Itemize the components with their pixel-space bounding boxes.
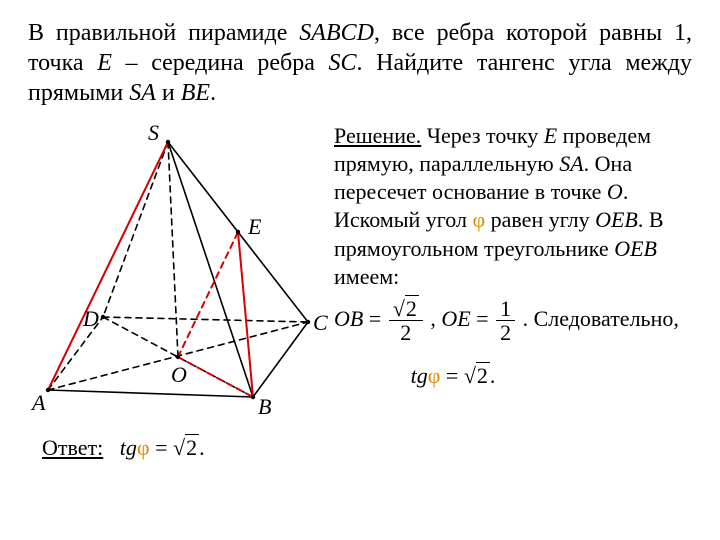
svg-text:C: C [313, 310, 328, 335]
problem-statement: В правильной пирамиде SABCD, все ребра к… [28, 18, 692, 108]
svg-text:B: B [258, 394, 271, 419]
solution-equations: OB = √2 2 , OE = 1 2 . Следовательно, [334, 297, 692, 344]
ob-fraction: √2 2 [389, 297, 423, 344]
answer-block: Ответ: tgφ = √2. [28, 435, 692, 461]
pyramid-svg: S A B C D O E [28, 122, 328, 422]
svg-text:D: D [82, 306, 99, 331]
svg-text:E: E [247, 214, 262, 239]
phi-symbol: φ [472, 207, 485, 232]
pyramid-figure: S A B C D O E [28, 122, 328, 427]
oe-fraction: 1 2 [496, 297, 515, 344]
svg-text:S: S [148, 122, 159, 145]
solution-result: tgφ = √2. [334, 362, 692, 390]
svg-text:O: O [171, 362, 187, 387]
svg-text:A: A [30, 390, 46, 415]
solution-block: Решение. Через точку E проведем прямую, … [328, 122, 692, 427]
answer-heading: Ответ: [42, 435, 103, 460]
solution-heading: Решение. [334, 123, 421, 148]
problem-text: В правильной пирамиде SABCD, все ребра к… [28, 20, 692, 106]
